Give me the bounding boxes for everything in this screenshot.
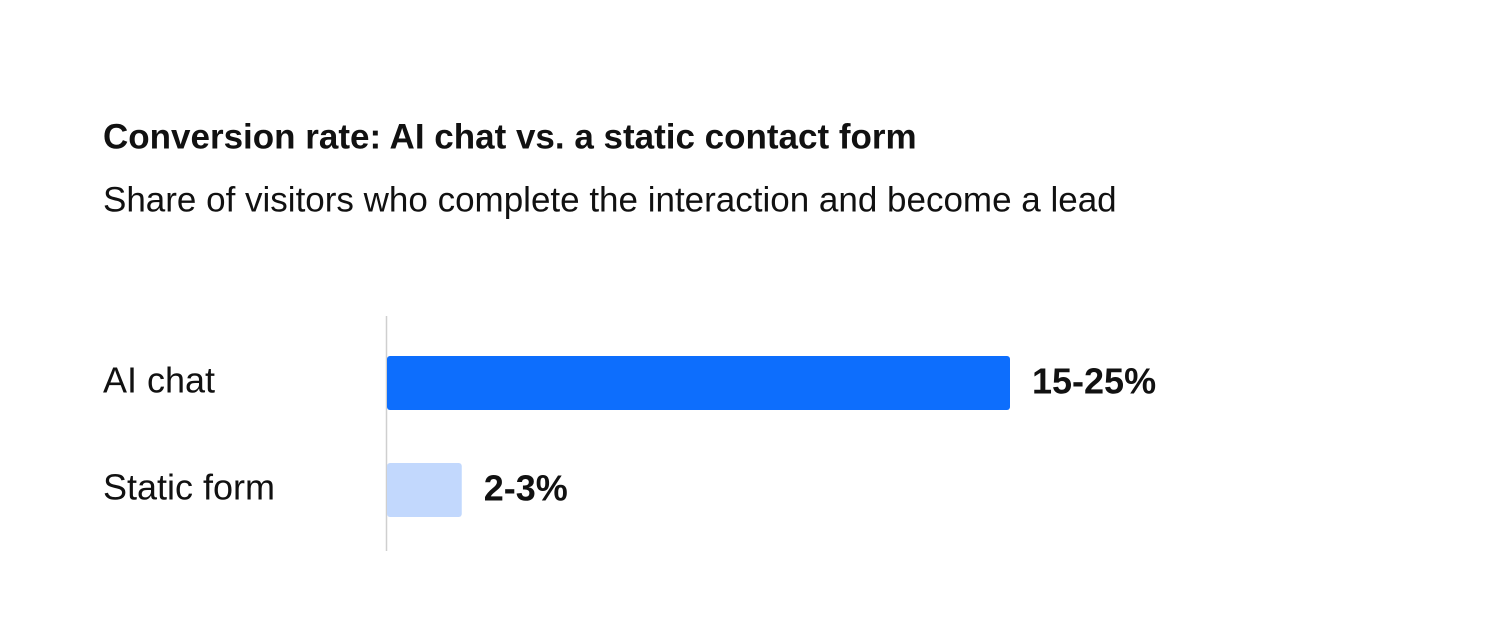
category-label: Static form (103, 467, 275, 508)
bar (387, 463, 462, 517)
chart-title: Conversion rate: AI chat vs. a static co… (103, 117, 917, 156)
category-label: AI chat (103, 360, 215, 401)
bar (387, 356, 1010, 410)
value-label: 15-25% (1032, 361, 1156, 402)
chart-subtitle: Share of visitors who complete the inter… (103, 180, 1117, 219)
value-label: 2-3% (484, 468, 568, 509)
